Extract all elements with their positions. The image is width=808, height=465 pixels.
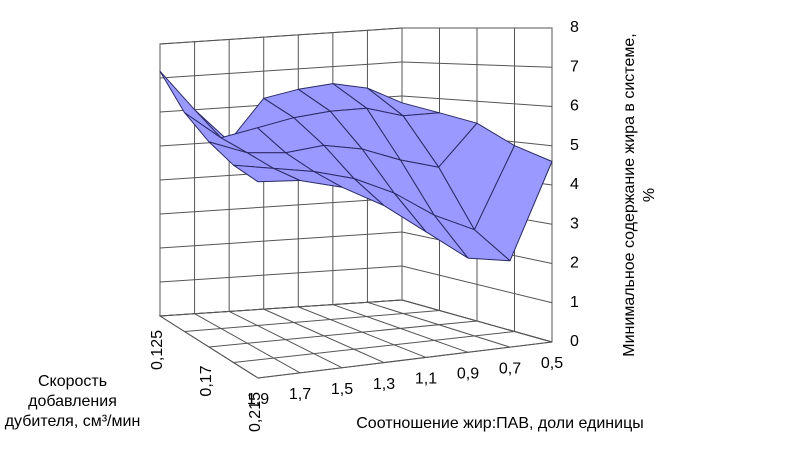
- floor-grid-line: [208, 320, 478, 348]
- floor-grid-line: [257, 341, 553, 379]
- floor-grid-line: [233, 331, 515, 363]
- z-tick-label: 4: [570, 176, 579, 193]
- depth-tick-label: 0,17: [198, 365, 215, 396]
- x-tick-label: 0,7: [499, 360, 521, 377]
- z-axis-title: Минимальное содержание жира в системе, %: [621, 33, 658, 357]
- z-tick-label: 8: [570, 19, 579, 36]
- x-tick-label: 1,5: [331, 381, 353, 398]
- grid-line: [159, 299, 403, 317]
- grid-line: [401, 299, 553, 343]
- x-tick-label: 1,1: [415, 371, 437, 388]
- x-tick-label: 1,9: [247, 391, 269, 408]
- grid-line: [159, 61, 403, 79]
- x-tick-label: 0,5: [541, 355, 563, 372]
- grid-line: [401, 265, 553, 304]
- grid-line: [401, 95, 553, 107]
- depth-axis-title: Скорость добавления дубителя, см³/мин: [4, 373, 141, 430]
- grid-line: [159, 231, 403, 249]
- x-tick-label: 0,9: [457, 366, 479, 383]
- z-tick-label: 7: [570, 58, 579, 75]
- z-tick-label: 5: [570, 137, 579, 154]
- z-tick-label: 1: [570, 294, 579, 311]
- depth-tick-label: 0,125: [149, 330, 166, 370]
- x-axis-title: Соотношение жир:ПАВ, доли единицы: [356, 415, 644, 432]
- depth-tick-label: 0,215: [247, 392, 264, 432]
- z-tick-label: 2: [570, 255, 579, 272]
- grid-line: [401, 61, 553, 68]
- z-tick-label: 0: [570, 333, 579, 350]
- floor-grid-line: [184, 310, 440, 332]
- x-tick-label: 1,3: [373, 376, 395, 393]
- grid-line: [159, 197, 403, 215]
- grid-line: [159, 265, 403, 283]
- z-tick-label: 6: [570, 98, 579, 115]
- x-tick-label: 1,7: [289, 386, 311, 403]
- grid-line: [159, 27, 403, 45]
- z-tick-label: 3: [570, 215, 579, 232]
- surface-patch: [233, 164, 301, 183]
